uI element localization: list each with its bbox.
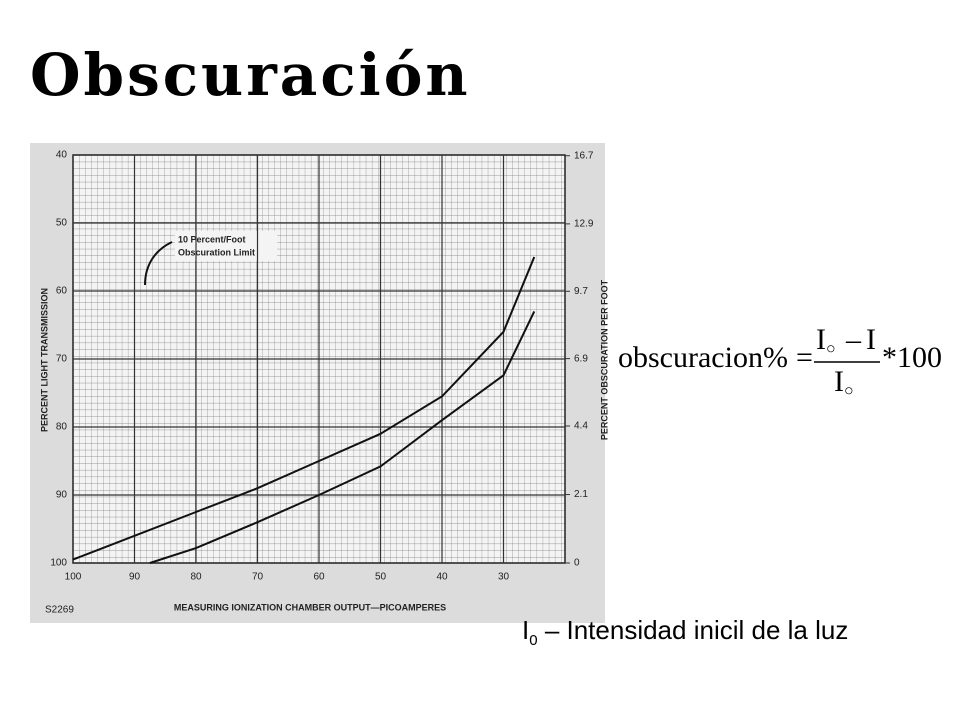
formula-numerator: – [845,323,862,356]
y-axis-label: PERCENT LIGHT TRANSMISSION [39,288,49,432]
y2-axis-label: PERCENT OBSCURATION PER FOOT [599,279,609,440]
x-tick-label: 50 [375,572,387,583]
y-tick-label: 50 [56,218,68,229]
formula-numerator: ○ [826,341,836,358]
caption: I0 – Intensidad inicil de la luz [522,612,892,659]
formula: obscuracion% = I ○ – I I ○ *100 [618,323,942,400]
data-line [72,256,536,561]
formula-factor: *100 [882,341,942,374]
x-tick-label: 70 [252,572,264,583]
y-tick-label: 60 [56,286,68,297]
y-tick-label: 70 [56,354,68,365]
caption-text: – Intensidad inicil de la luz [544,615,849,645]
y2-tick-label: 6.9 [574,353,588,364]
formula-equals: = [796,341,813,374]
annotation-box [175,231,277,261]
x-tick-label: 40 [436,572,448,583]
annotation-arrow [144,241,173,286]
caption-symbol: I [522,615,530,645]
data-line [149,310,536,564]
caption-subscript: 0 [529,632,538,650]
slide-title: Obscuración [30,41,471,109]
y2-tick-label: 2.1 [574,489,588,500]
y2-tick-label: 16.7 [574,150,594,161]
y2-tick-label: 12.9 [574,219,594,230]
y2-tick-label: 0 [574,558,580,569]
formula-denominator: I [834,365,844,398]
x-axis-label: MEASURING IONIZATION CHAMBER OUTPUT—PICO… [174,602,446,612]
y2-tick-label: 4.4 [574,421,588,432]
x-tick-label: 30 [498,572,510,583]
x-tick-label: 90 [129,572,141,583]
x-tick-label: 80 [190,572,202,583]
formula-lhs: obscuracion% [618,341,788,374]
annotation: Obscuration Limit [178,247,255,257]
annotation: 10 Percent/Foot [178,234,246,244]
y-tick-label: 40 [56,150,68,161]
y-tick-label: 90 [56,490,68,501]
formula-denominator: ○ [844,383,854,400]
x-tick-label: 60 [313,572,325,583]
x-tick-label: 100 [65,572,82,583]
figure-id: S2269 [45,605,74,616]
formula-numerator: I [866,323,876,356]
y-tick-label: 100 [50,558,67,569]
formula-numerator: I [816,323,826,356]
y-tick-label: 80 [56,422,68,433]
y2-tick-label: 9.7 [574,286,588,297]
